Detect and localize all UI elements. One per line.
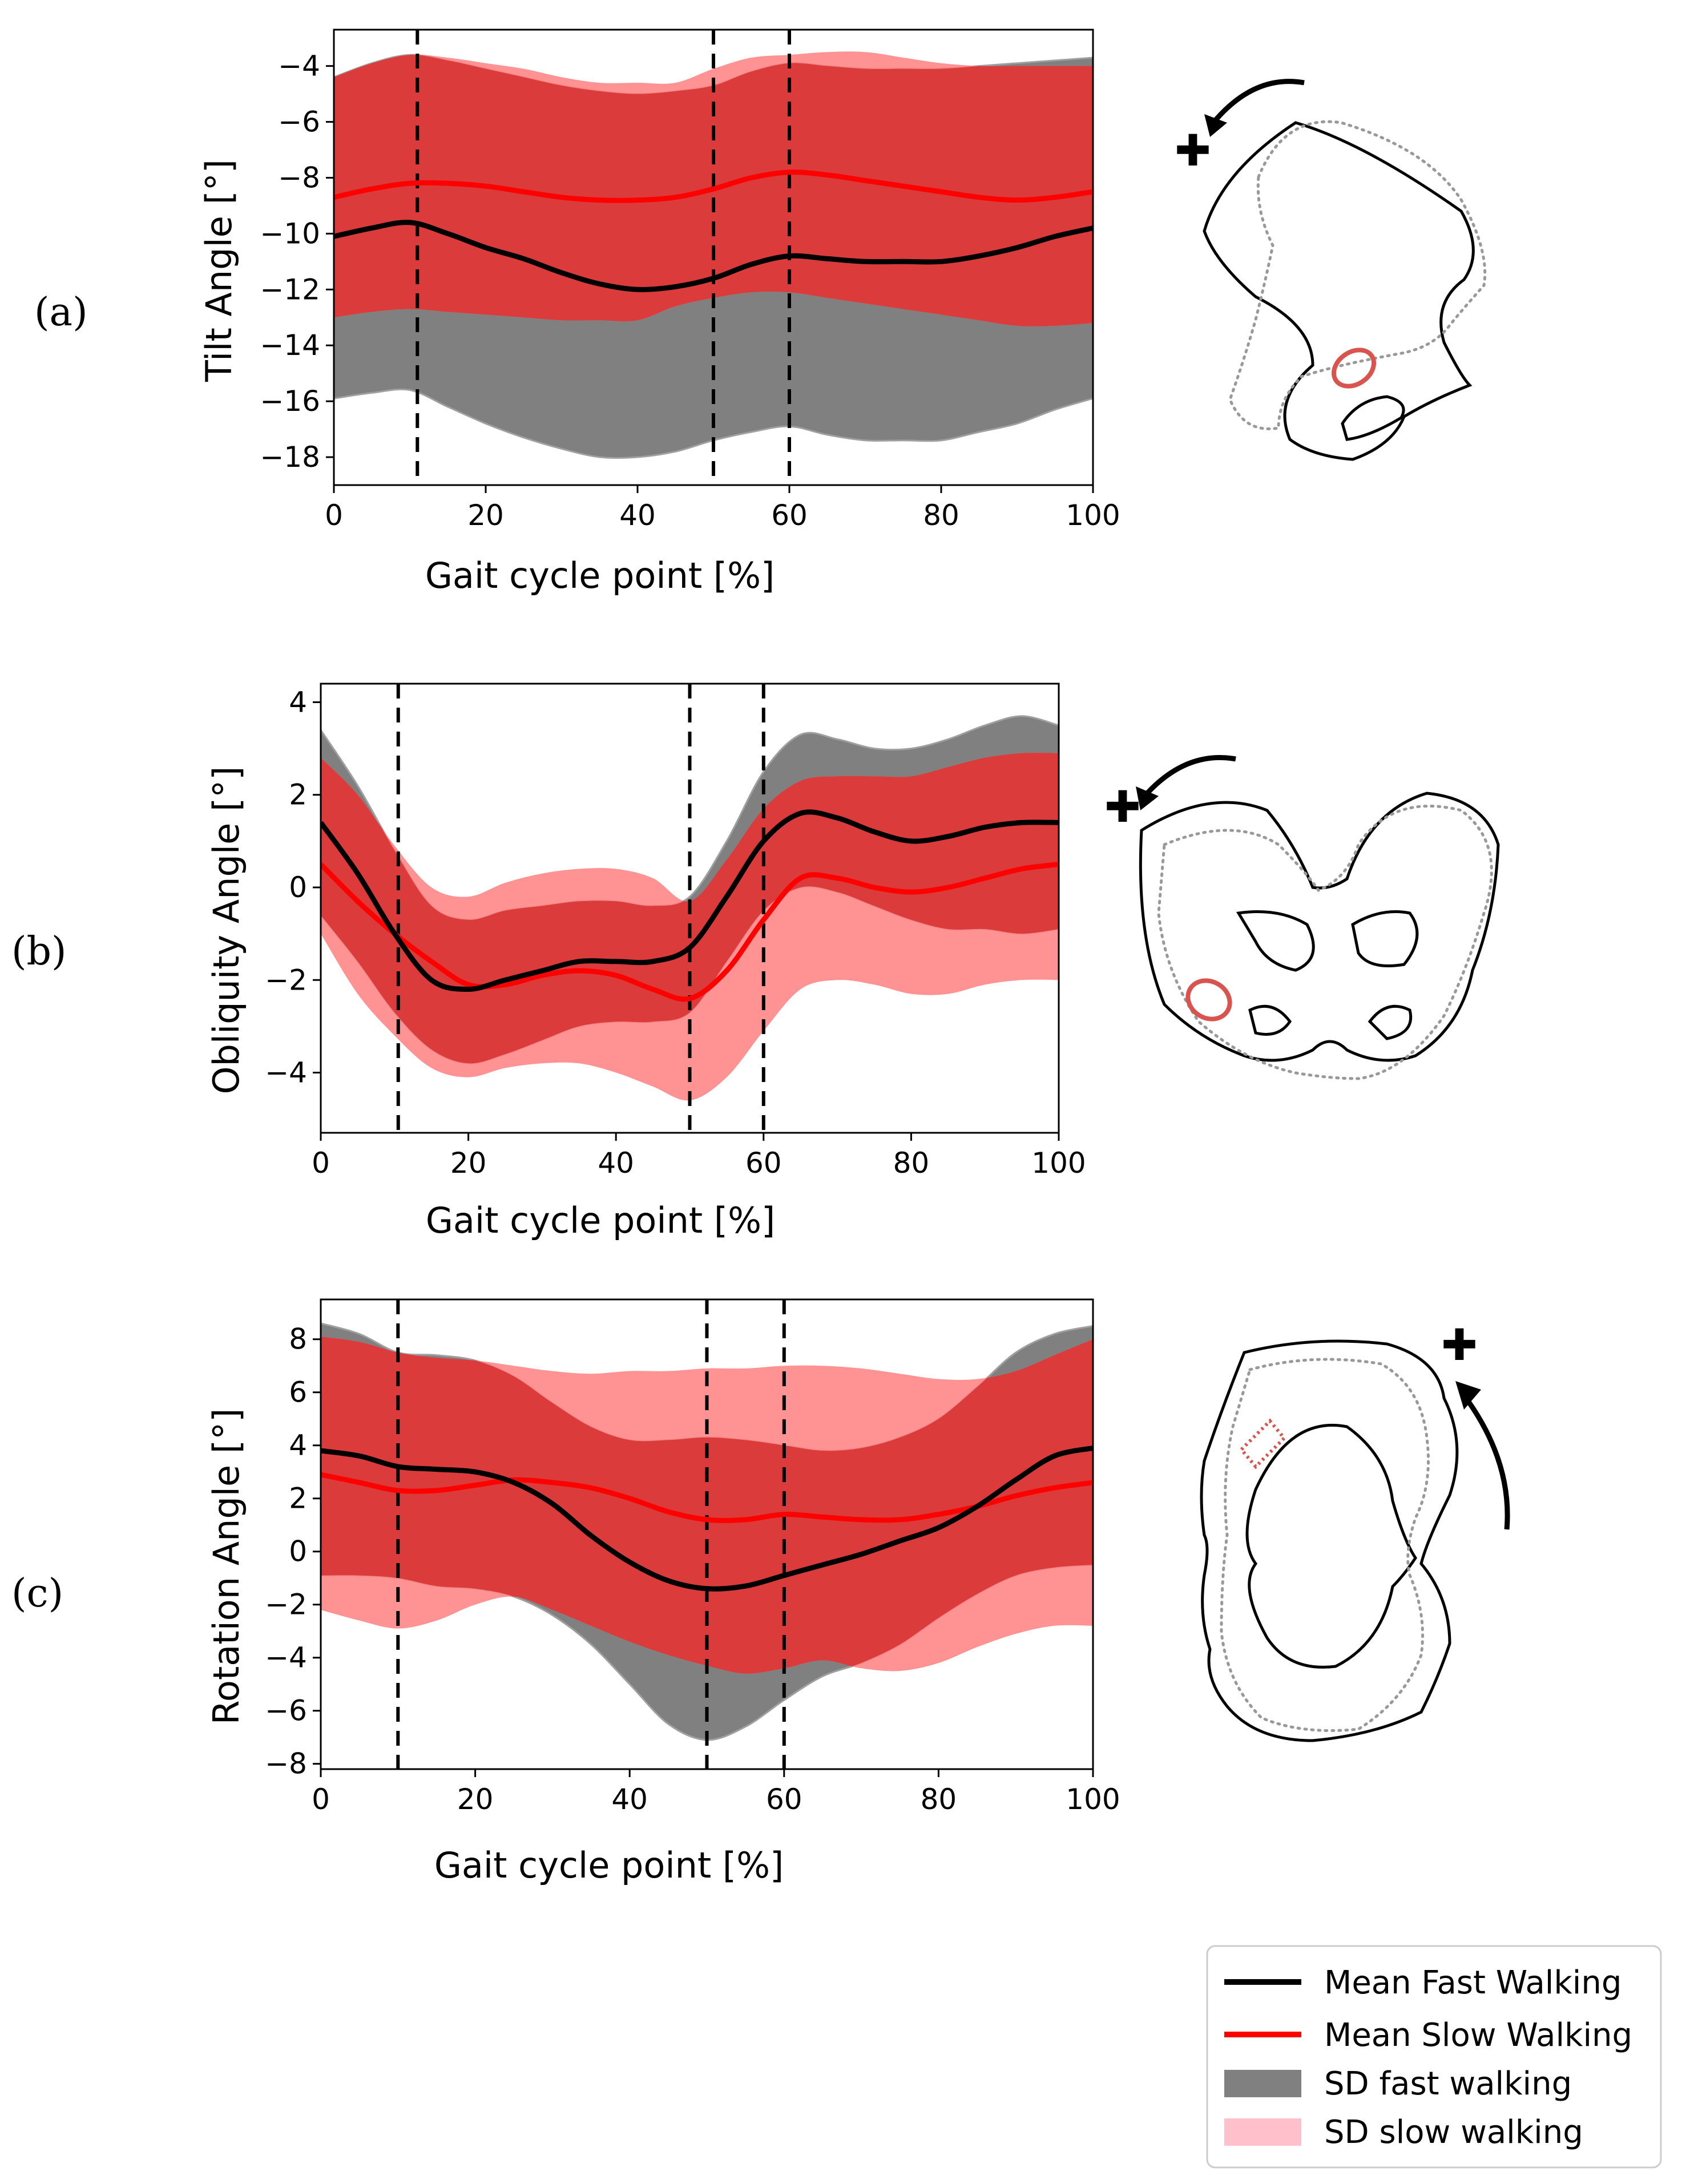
tilt-ytick-label: −16: [260, 385, 320, 418]
tilt-ytick-label: −18: [260, 441, 320, 474]
panel-b: (b) 0 20 40 60 80 100 −4 −2 0 2 4 Gait cycle point…: [11, 683, 1500, 1241]
tilt-xtick-label: 0: [325, 499, 343, 532]
legend-swatch: [1224, 2070, 1301, 2097]
rotation-xtick-label: 80: [921, 1783, 957, 1816]
rotation-ytick-label: 0: [289, 1535, 307, 1568]
obliquity-chart-xlabel: Gait cycle point [%]: [426, 1200, 775, 1241]
tilt-chart: 0 20 40 60 80 100 −18 −16 −14 −12 −10 −8 −6 −4: [260, 29, 1120, 532]
rotation-plot-area: [321, 1299, 1093, 1769]
rotation-chart-ylabel: Rotation Angle [°]: [205, 1408, 247, 1725]
legend-entry-sd-fast: SD fast walking: [1224, 2065, 1572, 2102]
obliquity-ytick-label: −2: [265, 963, 307, 996]
rotation-chart: 0 20 40 60 80 100 −8 −6 −4 −2 0 2 4 6 8: [265, 1298, 1120, 1816]
tilt-xtick-label: 100: [1066, 499, 1120, 532]
tilt-ytick-label: −4: [278, 50, 320, 83]
direction-plus-icon: ✚: [1104, 781, 1141, 832]
tilt-axes-frame: [333, 29, 1094, 486]
obliquity-plot-area: [321, 684, 1059, 1133]
panel-label-c: (c): [11, 1571, 63, 1616]
obliquity-ytick-label: 4: [289, 685, 307, 718]
rotation-ytick-label: −6: [265, 1694, 307, 1727]
rotation-xtick-label: 40: [611, 1783, 648, 1816]
legend-label: SD fast walking: [1324, 2065, 1572, 2102]
rotation-xtick-label: 100: [1066, 1783, 1120, 1816]
tilt-chart-ylabel: Tilt Angle [°]: [198, 159, 240, 382]
panel-a: (a) 0 20 40 60 80 100 −18 −16 −14 −12 −10 −8 −6 −4 Ga…: [34, 29, 1487, 596]
legend-entry-mean-fast: Mean Fast Walking: [1224, 1964, 1622, 2001]
obliquity-mean-slow-line: [321, 861, 1059, 1002]
rotation-chart-xlabel: Gait cycle point [%]: [434, 1844, 784, 1886]
obliquity-axes-frame: [320, 683, 1060, 1134]
obliquity-chart-ylabel: Obliquity Angle [°]: [205, 766, 247, 1095]
obliquity-xtick-label: 60: [745, 1147, 782, 1180]
rotation-mean-fast-line: [321, 1445, 1093, 1592]
rotation-ytick-label: 8: [289, 1323, 307, 1356]
tilt-mean-slow-line: [334, 169, 1093, 203]
panel-label-a: (a): [34, 290, 88, 335]
rotation-mean-slow-line: [321, 1472, 1093, 1523]
rotation-ytick-label: −8: [265, 1747, 307, 1781]
rotation-ytick-label: 2: [289, 1482, 307, 1515]
obliquity-xtick-label: 0: [312, 1147, 330, 1180]
rotation-axes-frame: [320, 1298, 1094, 1770]
tilt-ytick-label: −12: [260, 273, 320, 306]
legend: Mean Fast Walking Mean Slow Walking SD f…: [1206, 1945, 1662, 2169]
rotation-ytick-label: −2: [265, 1588, 307, 1621]
pelvis-top-view-icon: ✚: [1200, 1319, 1510, 1742]
tilt-chart-xlabel: Gait cycle point [%]: [425, 555, 775, 596]
tilt-xtick-label: 60: [771, 499, 808, 532]
rotation-ytick-label: 6: [289, 1376, 307, 1409]
tilt-plot-area: [334, 30, 1093, 485]
legend-frame: [1206, 1945, 1662, 2169]
obliquity-ytick-label: −4: [265, 1056, 307, 1089]
rotation-ytick-label: −4: [265, 1641, 307, 1674]
tilt-ytick-label: −10: [260, 217, 320, 250]
tilt-mean-fast-line: [334, 220, 1093, 292]
tilt-ytick-label: −8: [278, 161, 320, 194]
obliquity-xtick-label: 40: [598, 1147, 634, 1180]
rotation-xtick-label: 0: [312, 1783, 330, 1816]
obliquity-ytick-label: 0: [289, 871, 307, 904]
legend-entry-sd-slow: SD slow walking: [1224, 2114, 1583, 2151]
legend-entry-mean-slow: Mean Slow Walking: [1224, 2017, 1632, 2054]
panel-c: (c) 0 20 40 60 80 100 −8 −6 −4 −2 0 2 4 6 8 Gait cycle…: [11, 1298, 1510, 1886]
pelvis-frontal-view-icon: ✚: [1104, 755, 1500, 1080]
legend-label: Mean Slow Walking: [1324, 2017, 1632, 2054]
legend-label: SD slow walking: [1324, 2114, 1583, 2151]
rotation-xtick-label: 60: [766, 1783, 802, 1816]
direction-plus-icon: ✚: [1175, 125, 1211, 176]
obliquity-xtick-label: 100: [1031, 1147, 1086, 1180]
tilt-xtick-label: 40: [619, 499, 656, 532]
pelvis-lateral-view-icon: ✚: [1175, 79, 1487, 461]
tilt-xtick-label: 80: [923, 499, 959, 532]
panel-label-b: (b): [11, 929, 67, 974]
direction-plus-icon: ✚: [1441, 1319, 1478, 1370]
tilt-ytick-label: −6: [278, 106, 320, 139]
tilt-ytick-label: −14: [260, 329, 320, 362]
tilt-xtick-label: 20: [467, 499, 504, 532]
rotation-xtick-label: 20: [457, 1783, 494, 1816]
obliquity-xtick-label: 20: [450, 1147, 487, 1180]
obliquity-xtick-label: 80: [893, 1147, 930, 1180]
obliquity-mean-fast-line: [321, 809, 1059, 992]
obliquity-ytick-label: 2: [289, 778, 307, 812]
legend-swatch: [1224, 2118, 1301, 2146]
rotation-ytick-label: 4: [289, 1429, 307, 1462]
obliquity-chart: 0 20 40 60 80 100 −4 −2 0 2 4: [265, 683, 1086, 1180]
legend-label: Mean Fast Walking: [1324, 1964, 1622, 2001]
